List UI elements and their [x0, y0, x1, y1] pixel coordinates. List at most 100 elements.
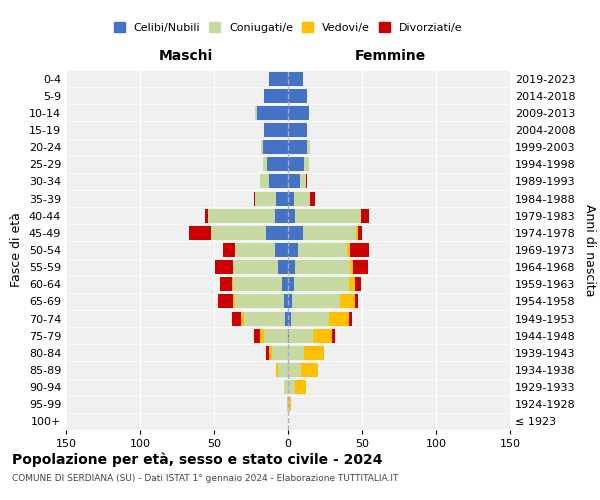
Bar	[301, 363, 317, 377]
Bar	[278, 363, 288, 377]
Bar	[233, 278, 282, 291]
Bar	[288, 208, 295, 222]
Bar	[235, 243, 275, 257]
Bar	[288, 380, 295, 394]
Bar	[256, 192, 276, 205]
Bar	[288, 398, 289, 411]
Bar	[284, 294, 288, 308]
Bar	[288, 72, 303, 86]
Bar	[257, 106, 288, 120]
Bar	[260, 328, 265, 342]
Bar	[310, 192, 314, 205]
Bar	[291, 312, 329, 326]
Bar	[288, 312, 291, 326]
Bar	[295, 260, 350, 274]
Bar	[189, 226, 211, 240]
Bar	[295, 208, 361, 222]
Bar	[350, 243, 370, 257]
Bar	[313, 328, 332, 342]
Bar	[288, 346, 304, 360]
Bar	[265, 328, 288, 342]
Bar	[307, 140, 310, 154]
Bar	[266, 226, 288, 240]
Bar	[288, 260, 295, 274]
Bar	[288, 174, 300, 188]
Bar	[218, 294, 233, 308]
Bar	[288, 106, 309, 120]
Bar	[304, 346, 323, 360]
Bar	[288, 140, 307, 154]
Bar	[288, 226, 303, 240]
Bar	[288, 294, 292, 308]
Bar	[288, 243, 298, 257]
Text: Maschi: Maschi	[159, 49, 213, 63]
Bar	[288, 88, 307, 102]
Bar	[262, 140, 263, 154]
Bar	[294, 192, 310, 205]
Bar	[241, 312, 244, 326]
Bar	[284, 380, 288, 394]
Bar	[355, 278, 361, 291]
Bar	[235, 294, 284, 308]
Bar	[265, 88, 288, 102]
Bar	[347, 243, 350, 257]
Bar	[285, 312, 288, 326]
Bar	[287, 398, 288, 411]
Bar	[353, 260, 368, 274]
Bar	[265, 123, 288, 137]
Bar	[263, 140, 288, 154]
Bar	[288, 158, 304, 172]
Bar	[361, 208, 370, 222]
Bar	[244, 312, 285, 326]
Bar	[288, 278, 294, 291]
Bar	[349, 278, 355, 291]
Bar	[208, 208, 275, 222]
Bar	[269, 174, 288, 188]
Bar	[303, 226, 356, 240]
Bar	[272, 346, 288, 360]
Bar	[292, 294, 340, 308]
Bar	[266, 346, 269, 360]
Bar	[278, 260, 288, 274]
Bar	[269, 72, 288, 86]
Bar	[358, 226, 362, 240]
Bar	[232, 278, 233, 291]
Text: Femmine: Femmine	[355, 49, 426, 63]
Bar	[269, 346, 272, 360]
Bar	[288, 123, 307, 137]
Bar	[254, 328, 260, 342]
Bar	[340, 294, 355, 308]
Bar	[260, 174, 269, 188]
Bar	[275, 208, 288, 222]
Bar	[294, 278, 349, 291]
Legend: Celibi/Nubili, Coniugati/e, Vedovi/e, Divorziati/e: Celibi/Nubili, Coniugati/e, Vedovi/e, Di…	[109, 18, 467, 38]
Bar	[288, 328, 289, 342]
Bar	[276, 363, 278, 377]
Bar	[288, 192, 294, 205]
Bar	[223, 243, 235, 257]
Bar	[289, 328, 313, 342]
Bar	[256, 106, 257, 120]
Bar	[306, 174, 307, 188]
Bar	[332, 328, 335, 342]
Bar	[254, 192, 256, 205]
Bar	[211, 226, 266, 240]
Bar	[276, 192, 288, 205]
Bar	[295, 380, 306, 394]
Bar	[300, 174, 306, 188]
Bar	[350, 260, 353, 274]
Bar	[275, 243, 288, 257]
Bar	[215, 260, 233, 274]
Bar	[304, 158, 309, 172]
Bar	[233, 294, 235, 308]
Bar	[267, 158, 288, 172]
Bar	[220, 278, 232, 291]
Y-axis label: Anni di nascita: Anni di nascita	[583, 204, 596, 296]
Bar	[298, 243, 347, 257]
Bar	[356, 226, 358, 240]
Text: COMUNE DI SERDIANA (SU) - Dati ISTAT 1° gennaio 2024 - Elaborazione TUTTITALIA.I: COMUNE DI SERDIANA (SU) - Dati ISTAT 1° …	[12, 474, 398, 483]
Bar	[288, 363, 301, 377]
Bar	[263, 158, 267, 172]
Bar	[289, 398, 291, 411]
Text: Popolazione per età, sesso e stato civile - 2024: Popolazione per età, sesso e stato civil…	[12, 452, 383, 467]
